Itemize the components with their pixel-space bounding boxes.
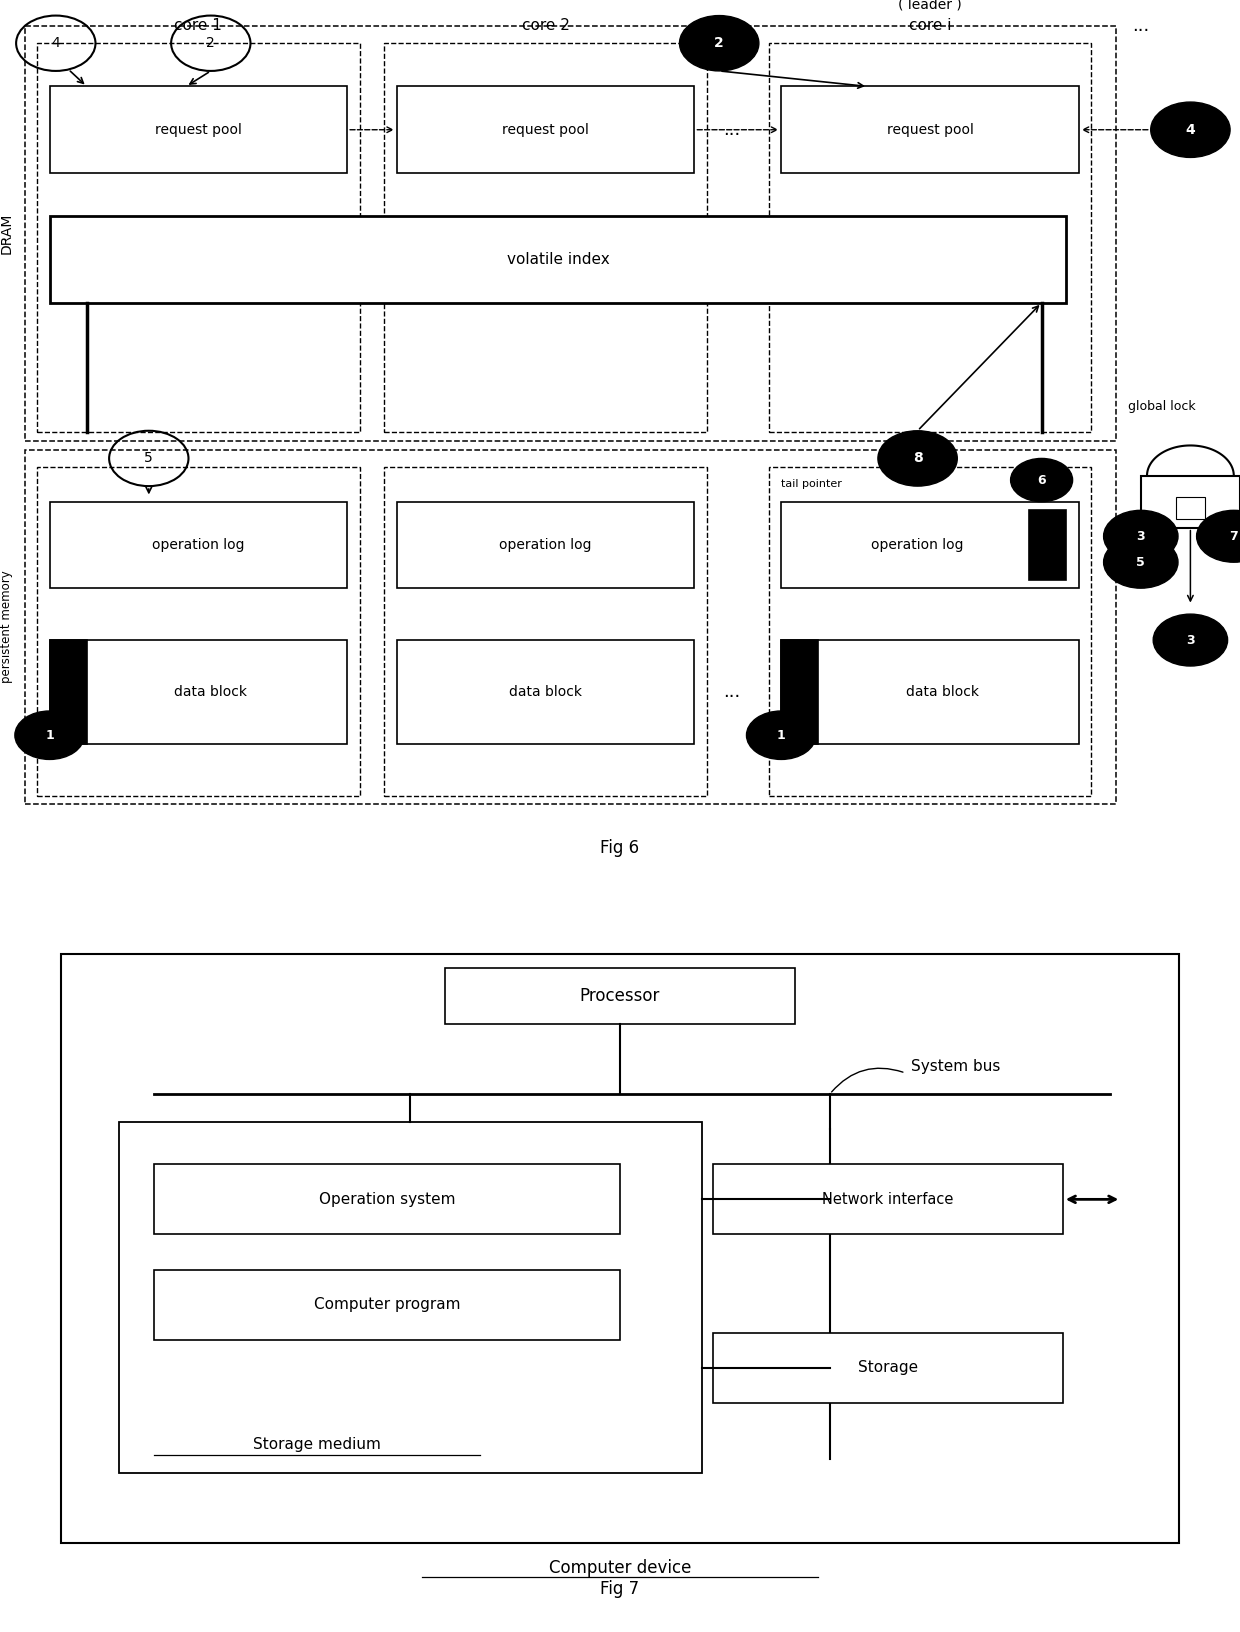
Circle shape [1104,511,1178,563]
Text: request pool: request pool [887,122,973,137]
Circle shape [1104,537,1178,588]
Text: operation log: operation log [872,539,963,552]
Bar [25,450,1116,805]
Bar [1176,498,1205,519]
Text: core 1: core 1 [175,18,222,33]
Text: Processor: Processor [580,987,660,1005]
Text: Fig 7: Fig 7 [600,1580,640,1598]
Bar [397,640,694,744]
Text: System bus: System bus [911,1059,1001,1074]
Text: ( leader ): ( leader ) [898,0,962,11]
Text: 5: 5 [144,452,154,465]
Text: 5: 5 [1136,557,1146,568]
Bar [397,86,694,173]
Circle shape [878,431,957,486]
Bar [50,501,347,588]
Circle shape [1197,511,1240,563]
Circle shape [15,712,84,759]
Bar [781,640,1079,744]
Text: operation log: operation log [153,539,244,552]
Text: 3: 3 [1137,530,1145,543]
Text: Operation system: Operation system [319,1191,455,1206]
Text: 4: 4 [51,36,61,51]
Bar [445,968,795,1023]
Text: global lock: global lock [1128,400,1197,413]
Text: 3: 3 [1187,633,1194,646]
Text: volatile index: volatile index [507,251,609,268]
Circle shape [680,16,759,70]
Bar [119,1123,702,1474]
Text: request pool: request pool [155,122,242,137]
Text: 1: 1 [45,730,55,741]
Text: core 2: core 2 [522,18,569,33]
Bar [50,215,1066,302]
Bar [50,640,347,744]
Bar [384,44,707,432]
Text: ...: ... [723,16,740,34]
Bar [384,467,707,796]
Bar [37,467,360,796]
Bar [781,86,1079,173]
Circle shape [1151,103,1230,157]
Circle shape [746,712,816,759]
Bar [154,1164,620,1234]
Bar [1029,511,1066,579]
Text: request pool: request pool [502,122,589,137]
Bar [1141,475,1240,527]
Text: DRAM: DRAM [0,212,14,255]
Text: 7: 7 [1229,530,1239,543]
Bar [25,26,1116,441]
Text: 2: 2 [714,36,724,51]
Text: Storage: Storage [858,1361,918,1376]
Text: Storage medium: Storage medium [253,1438,381,1452]
Bar [37,44,360,432]
Text: data block: data block [906,685,978,698]
Text: Fig 6: Fig 6 [600,839,640,857]
Circle shape [1153,614,1228,666]
Bar [397,501,694,588]
Text: 2: 2 [206,36,216,51]
Text: 1: 1 [776,730,786,741]
Bar [61,953,1179,1544]
Bar [154,1270,620,1340]
Bar [713,1333,1063,1404]
Text: tail pointer: tail pointer [781,478,842,488]
Bar [50,640,87,744]
Bar [781,501,1079,588]
Text: 8: 8 [913,452,923,465]
Text: ...: ... [723,682,740,702]
Text: Computer program: Computer program [314,1297,460,1312]
Bar [713,1164,1063,1234]
Text: ...: ... [723,121,740,139]
Bar [769,467,1091,796]
Text: 4: 4 [1185,122,1195,137]
Bar [50,86,347,173]
Text: ...: ... [1132,16,1149,34]
Text: data block: data block [175,685,247,698]
Bar [769,44,1091,432]
Text: operation log: operation log [500,539,591,552]
Text: core i: core i [909,18,951,33]
Text: Network interface: Network interface [822,1191,954,1206]
Text: Computer device: Computer device [549,1559,691,1577]
Circle shape [1011,459,1073,501]
Text: persistent memory: persistent memory [0,571,12,684]
Bar [781,640,818,744]
Text: data block: data block [510,685,582,698]
Text: 6: 6 [1038,473,1045,486]
